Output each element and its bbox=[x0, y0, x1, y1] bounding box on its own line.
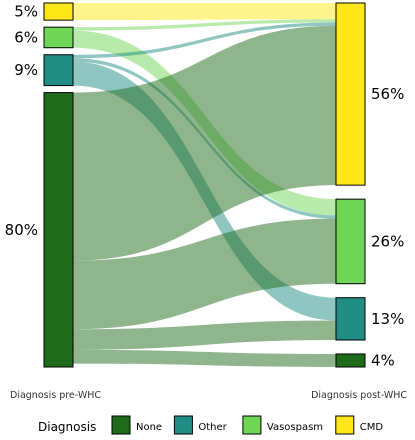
left-label-vasospasm: 6% bbox=[14, 28, 38, 46]
flow-none-to-none bbox=[73, 349, 336, 367]
right-node-cmd bbox=[335, 2, 366, 186]
left-label-none: 80% bbox=[5, 221, 38, 239]
x-axis-label-right: Diagnosis post-WHC bbox=[311, 390, 407, 401]
right-label-cmd: 56% bbox=[371, 85, 404, 103]
legend-swatch-vasospasm bbox=[242, 415, 262, 435]
right-label-none: 4% bbox=[371, 351, 395, 369]
right-node-vasospasm bbox=[335, 198, 366, 285]
legend-swatch-cmd bbox=[335, 415, 355, 435]
flow-none-to-vasospasm bbox=[73, 218, 336, 330]
legend-entries: None Other Vasospasm CMD bbox=[111, 415, 384, 435]
left-node-vasospasm bbox=[43, 26, 74, 49]
right-label-vasospasm: 26% bbox=[371, 232, 404, 250]
legend-label-cmd: CMD bbox=[360, 422, 384, 433]
left-label-cmd: 5% bbox=[14, 3, 38, 21]
flows-layer bbox=[73, 3, 336, 367]
right-node-other bbox=[335, 297, 366, 341]
flow-cmd-to-cmd bbox=[73, 3, 336, 21]
right-label-other: 13% bbox=[371, 310, 404, 328]
flow-none-to-other bbox=[73, 320, 336, 350]
right-node-none bbox=[335, 353, 366, 368]
left-node-none bbox=[43, 92, 74, 368]
x-axis-label-left: Diagnosis pre-WHC bbox=[10, 390, 101, 401]
legend-swatch-other bbox=[173, 415, 193, 435]
left-node-other bbox=[43, 54, 74, 87]
nodes-layer bbox=[43, 2, 366, 368]
flow-none-to-cmd bbox=[73, 25, 336, 261]
legend-title: Diagnosis bbox=[38, 420, 96, 434]
left-node-cmd bbox=[43, 2, 74, 21]
left-label-other: 9% bbox=[14, 61, 38, 79]
legend-swatch-none bbox=[111, 415, 131, 435]
legend-label-other: Other bbox=[198, 422, 227, 433]
legend-label-none: None bbox=[136, 422, 162, 433]
flow-other-to-cmd bbox=[73, 22, 336, 59]
flow-vasospasm-to-cmd bbox=[73, 19, 336, 31]
legend: Diagnosis None Other Vasospasm CMD bbox=[38, 415, 384, 435]
labels-layer: 5% 6% 9% 80% 56% 26% 13% 4% bbox=[5, 3, 405, 370]
legend-label-vasospasm: Vasospasm bbox=[267, 422, 323, 433]
